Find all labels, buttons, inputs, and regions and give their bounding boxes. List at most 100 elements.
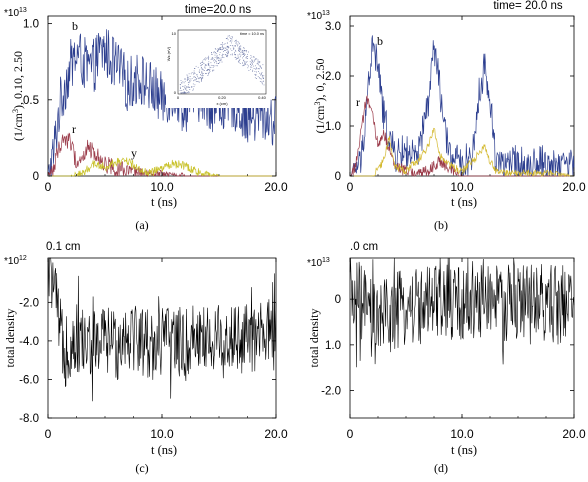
- inset-point: [187, 81, 189, 83]
- inset-point: [231, 35, 233, 37]
- inset-point: [194, 72, 196, 74]
- y-tick-label: 1.0: [23, 19, 39, 31]
- inset-point: [261, 83, 263, 85]
- inset-point: [216, 58, 218, 59]
- chart-panel-d: 0 10.0 20.0 0 1.0 -2.0 *1013 .0 cm t (ns) total d…: [307, 241, 586, 475]
- inset-point: [195, 79, 197, 81]
- inset-point: [252, 69, 254, 71]
- inset-point: [231, 38, 233, 40]
- inset-point: [221, 45, 223, 47]
- inset-point: [203, 62, 205, 64]
- inset-point: [191, 71, 193, 73]
- inset-point: [252, 61, 254, 63]
- inset-point: [204, 63, 206, 65]
- inset-point: [211, 64, 213, 66]
- inset-point: [255, 58, 257, 60]
- inset-point: [259, 61, 261, 63]
- series-line-y: [48, 157, 276, 178]
- inset-point: [186, 74, 188, 76]
- inset-point: [254, 59, 256, 61]
- inset-point: [231, 54, 233, 56]
- inset-point: [223, 56, 225, 58]
- inset-point: [200, 80, 202, 82]
- inset-point: [219, 59, 221, 61]
- inset-point: [255, 73, 257, 75]
- inset-point: [234, 40, 236, 42]
- inset-point: [263, 75, 265, 77]
- inset-point: [226, 42, 228, 44]
- inset-point: [258, 68, 260, 70]
- inset-point: [196, 80, 198, 82]
- inset-point: [201, 74, 203, 76]
- inset-point: [243, 47, 245, 49]
- inset-point: [219, 54, 221, 56]
- inset-point: [188, 77, 190, 79]
- y-tick-label: -2.0: [19, 297, 39, 309]
- inset-point: [203, 59, 205, 61]
- inset-point: [234, 53, 236, 55]
- inset-point: [205, 59, 206, 61]
- inset-point: [209, 68, 211, 70]
- x-axis-label: t (ns): [451, 195, 477, 209]
- inset-point: [244, 55, 246, 56]
- inset-point: [193, 76, 195, 78]
- inset-point: [208, 55, 209, 57]
- inset-point: [205, 73, 207, 75]
- inset-point: [243, 49, 245, 51]
- inset-point: [188, 84, 189, 86]
- inset-point: [218, 62, 220, 64]
- inset-point: [230, 42, 232, 44]
- inset-background: [166, 26, 270, 108]
- inset-point: [212, 70, 214, 72]
- inset-point: [244, 62, 246, 64]
- inset-point: [188, 78, 189, 80]
- inset-point: [224, 50, 226, 52]
- inset-point: [216, 56, 217, 58]
- inset-point: [225, 55, 227, 57]
- inset-point: [214, 56, 216, 58]
- inset-point: [261, 82, 263, 84]
- inset-point: [209, 70, 211, 72]
- inset-point: [194, 84, 196, 86]
- inset-point: [227, 54, 229, 56]
- inset-point: [246, 56, 248, 58]
- inset-point: [243, 59, 245, 61]
- inset-point: [229, 41, 231, 43]
- inset-y-tick-label: 0: [174, 90, 177, 95]
- inset-point: [229, 39, 231, 41]
- inset-point: [240, 54, 242, 56]
- inset-point: [207, 57, 209, 59]
- series-label-r: r: [356, 95, 360, 109]
- inset-point: [208, 58, 209, 60]
- y-tick-label: 3.0: [325, 21, 341, 33]
- y-tick-label: 1.0: [325, 340, 341, 352]
- inset-point: [190, 79, 192, 81]
- inset-point: [218, 49, 220, 51]
- inset-point: [184, 88, 186, 90]
- inset-point: [223, 43, 225, 45]
- inset-point: [193, 80, 194, 82]
- inset-point: [191, 86, 193, 88]
- inset-point: [246, 61, 248, 63]
- inset-point: [185, 88, 187, 90]
- inset-point: [244, 64, 246, 66]
- inset-point: [262, 64, 264, 66]
- inset-point: [242, 54, 244, 56]
- inset-point: [212, 64, 214, 66]
- inset-point: [201, 64, 203, 66]
- inset-point: [239, 63, 241, 64]
- inset-point: [256, 63, 258, 65]
- inset-point: [259, 72, 261, 74]
- inset-point: [222, 48, 223, 50]
- y-axis-label: total density: [3, 309, 17, 368]
- inset-point: [201, 79, 203, 80]
- inset-point: [218, 57, 220, 59]
- inset-point: [215, 60, 217, 62]
- inset-point: [233, 48, 235, 50]
- inset-point: [262, 80, 264, 82]
- inset-point: [214, 60, 216, 62]
- inset-point: [227, 53, 229, 55]
- series-line-density: [349, 257, 575, 368]
- inset-point: [219, 61, 221, 63]
- inset-point: [206, 70, 208, 72]
